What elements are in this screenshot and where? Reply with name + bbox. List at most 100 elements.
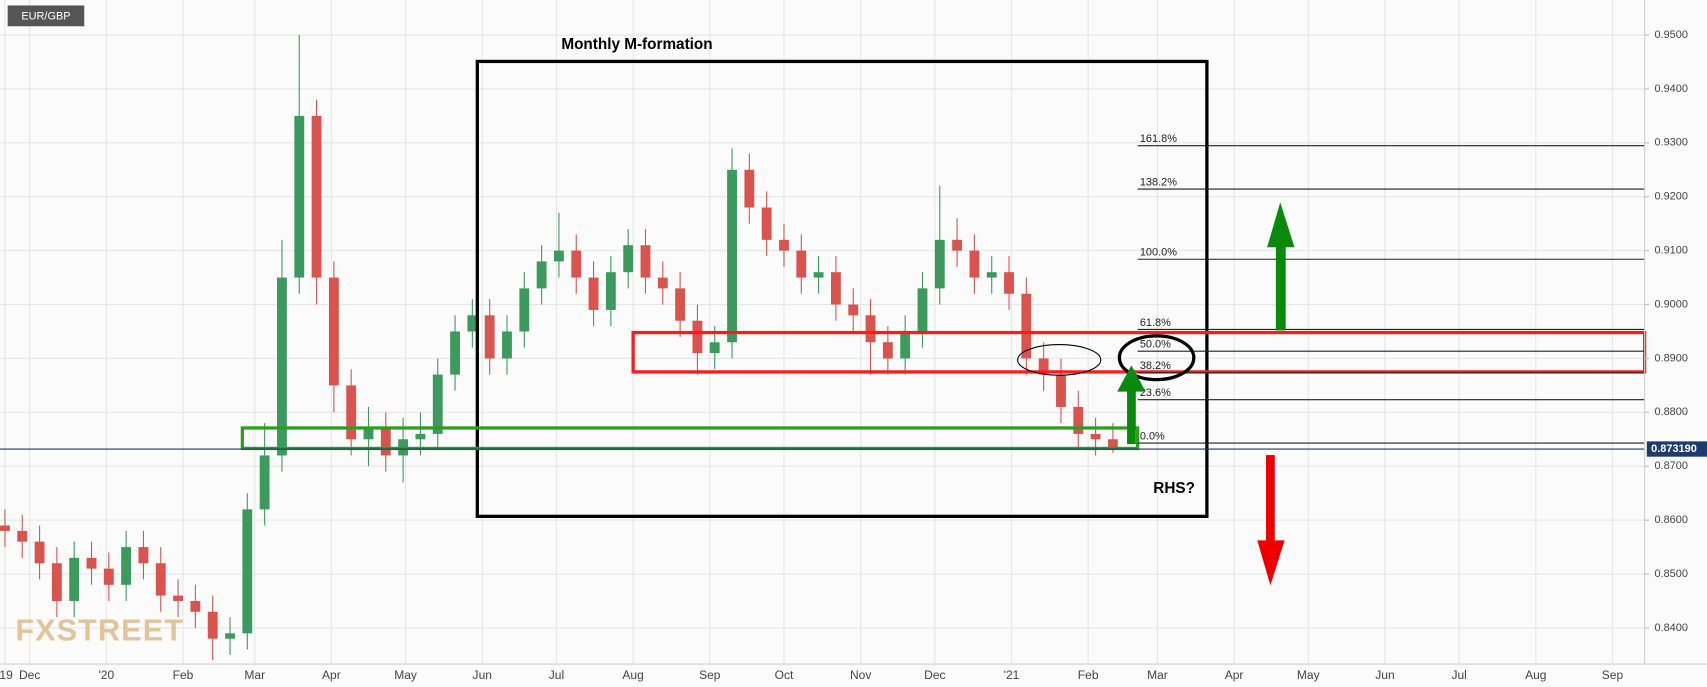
zone: [240, 426, 1140, 451]
candle-body: [155, 563, 166, 596]
fib-label: 38.2%: [1140, 360, 1171, 372]
candle-body: [1038, 358, 1049, 375]
candle-body: [328, 277, 339, 386]
x-tick-label: Feb: [1078, 668, 1099, 682]
candle-body: [484, 315, 495, 359]
candle-body: [190, 600, 201, 612]
candle-body: [796, 250, 807, 278]
y-tick-label: 0.9000: [1654, 298, 1687, 310]
candle-body: [467, 315, 478, 332]
annotation: RHS?: [1153, 480, 1195, 497]
candle-body: [502, 331, 512, 359]
candle-body: [588, 277, 599, 310]
x-tick-label: Mar: [244, 668, 265, 682]
candle-body: [311, 115, 322, 278]
candle-body: [813, 272, 824, 278]
candle-body: [450, 331, 460, 375]
y-tick-label: 0.8700: [1654, 460, 1687, 472]
candle-body: [415, 433, 426, 440]
x-tick-label: Aug: [622, 668, 643, 682]
x-tick-label: Dec: [924, 668, 945, 682]
candle-body: [1021, 293, 1032, 359]
marks: [0, 35, 1118, 661]
y-tick-label: 0.8500: [1654, 568, 1687, 580]
x-tick-label: Nov: [850, 668, 871, 682]
x-tick-label: May: [394, 668, 417, 682]
candle-body: [623, 245, 634, 273]
candle-body: [1090, 433, 1101, 440]
x-tick-label: Feb: [173, 668, 194, 682]
candle-body: [51, 563, 62, 601]
x-tick-label: Sep: [1602, 668, 1624, 682]
candle-body: [657, 277, 668, 289]
y-tick-label: 0.8600: [1654, 514, 1687, 526]
fib-label: 100.0%: [1140, 247, 1177, 259]
candle-body: [848, 304, 859, 316]
candle-body: [242, 509, 253, 634]
candle-body: [432, 374, 443, 434]
watermark: FXSTREET: [15, 613, 184, 647]
candle-body: [554, 250, 564, 262]
fib-label: 61.8%: [1140, 317, 1171, 329]
candle-body: [779, 239, 789, 251]
last-price-label: 0.873190: [1651, 443, 1697, 455]
x-tick-label: '19: [0, 668, 13, 682]
candle-body: [34, 541, 45, 564]
candle-body: [536, 261, 547, 289]
candle-body: [1004, 272, 1014, 294]
candle-body: [830, 272, 841, 305]
candle-body: [121, 547, 132, 585]
candle-body: [0, 525, 10, 531]
y-tick-label: 0.9400: [1654, 83, 1687, 95]
candle-body: [865, 315, 876, 343]
arrow-up-large: [1267, 202, 1295, 331]
x-tick-label: Dec: [19, 668, 40, 682]
x-tick-label: Jul: [1451, 668, 1466, 682]
x-tick-label: Jul: [549, 668, 564, 682]
y-tick-label: 0.9500: [1654, 29, 1687, 41]
candle-body: [640, 245, 651, 278]
x-tick-label: Sep: [699, 668, 721, 682]
candle-body: [605, 272, 616, 310]
symbol: EUR/GBP: [21, 10, 70, 22]
candle-body: [103, 568, 114, 585]
candle-body: [1107, 439, 1118, 449]
candle-body: [675, 288, 686, 321]
x-tick-label: Apr: [1225, 668, 1244, 682]
candle-body: [363, 428, 374, 440]
candle-body: [277, 277, 287, 456]
last-price-box: [1646, 441, 1707, 457]
x-tick-label: Jun: [1375, 668, 1394, 682]
x-tick-label: May: [1297, 668, 1320, 682]
candle-body: [86, 557, 97, 569]
x-tick-label: '21: [1004, 668, 1020, 682]
candle-body: [1073, 406, 1084, 434]
fib-label: 138.2%: [1140, 176, 1177, 188]
candle-body: [571, 250, 582, 278]
x-tick-label: Apr: [322, 668, 341, 682]
x-tick-label: '20: [99, 668, 115, 682]
ellipse-thin: [1017, 344, 1102, 376]
candle-body: [986, 272, 997, 278]
candle-body: [917, 288, 928, 332]
candle-body: [138, 547, 149, 564]
candle-body: [225, 633, 235, 639]
y-tick-label: 0.8900: [1654, 352, 1687, 364]
fib-label: 0.0%: [1140, 430, 1165, 442]
candle-body: [1056, 374, 1066, 407]
y-tick-label: 0.9100: [1654, 245, 1687, 257]
candle-body: [761, 207, 772, 240]
candle-body: [900, 331, 911, 359]
candle-body: [173, 595, 183, 601]
candle-body: [259, 455, 270, 510]
x-tick-label: Jun: [473, 668, 492, 682]
candle-body: [17, 530, 28, 542]
candle-body: [727, 169, 737, 343]
candle-body: [207, 611, 218, 639]
candle-body: [380, 428, 391, 456]
candle-body: [692, 320, 703, 354]
y-tick-label: 0.9300: [1654, 137, 1687, 149]
candle-body: [709, 342, 720, 354]
